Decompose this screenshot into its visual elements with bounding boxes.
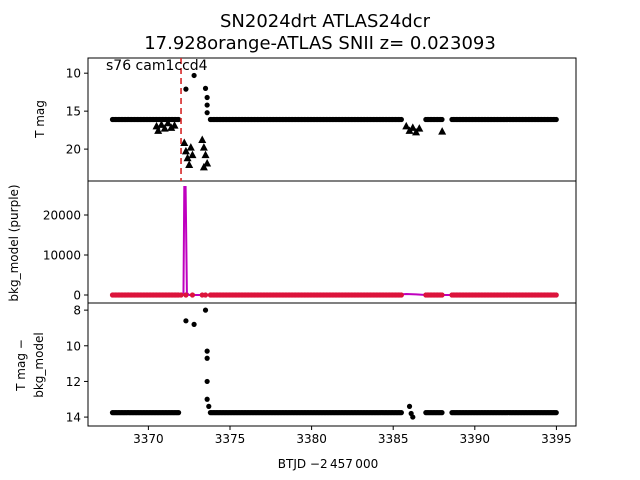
x-tick-label: 3385 (378, 432, 409, 446)
flux-point (183, 292, 189, 298)
data-point (439, 410, 445, 416)
bottom-panel-frame (87, 302, 577, 427)
triangle-point (157, 120, 166, 128)
data-point (206, 403, 212, 409)
triangle-point (198, 135, 207, 143)
chart-title-line2: 17.928orange-ATLAS SNII z= 0.023093 (144, 33, 496, 54)
y-tick-label: 20000 (43, 209, 81, 223)
data-point (204, 355, 210, 361)
data-point (175, 410, 182, 416)
bottom-y-axis-label-line2: bkg_model (32, 332, 46, 398)
data-point (410, 414, 416, 420)
triangle-point (203, 159, 212, 167)
flux-point (178, 292, 184, 298)
y-tick-label: 10 (66, 67, 81, 81)
data-point (439, 116, 445, 123)
triangle-point (402, 121, 411, 130)
y-tick-label: 12 (66, 375, 81, 389)
data-point (398, 116, 404, 123)
x-tick-label: 3395 (541, 432, 572, 446)
middle-y-axis-label: bkg_model (purple) (7, 184, 21, 301)
bottom-y-axis-label-line1: T mag − (14, 339, 28, 392)
sector-camera-annotation: s76 cam1ccd4 (106, 58, 208, 74)
y-tick-label: 0 (73, 289, 81, 303)
flux-point (189, 292, 196, 298)
top-y-axis-label: T mag (33, 100, 47, 139)
data-point (202, 307, 209, 313)
triangle-point (412, 127, 421, 136)
triangle-point (199, 162, 208, 171)
data-point (553, 116, 559, 123)
data-point (202, 85, 209, 91)
triangle-point (160, 124, 169, 132)
triangle-point (181, 146, 190, 155)
triangle-point (408, 123, 417, 131)
triangle-point (186, 143, 195, 151)
triangle-point (180, 138, 189, 147)
triangle-point (438, 127, 447, 135)
triangle-point (185, 160, 194, 169)
data-point (398, 410, 404, 416)
data-point (204, 102, 210, 108)
data-point (175, 116, 182, 123)
data-point (183, 318, 189, 324)
data-point (553, 410, 559, 416)
triangle-point (199, 143, 208, 151)
axes-ticks: 10 15 20 0 10000 20000 8 10 12 14 3370 3375 3380 3385… (43, 67, 572, 446)
triangle-point (183, 153, 192, 162)
data-point (204, 396, 210, 402)
triangle-point (415, 124, 424, 132)
y-tick-label: 10000 (43, 249, 81, 263)
triangle-point (154, 126, 163, 134)
x-tick-label: 3370 (133, 432, 164, 446)
flux-point (398, 292, 404, 298)
y-tick-label: 15 (66, 105, 81, 119)
data-point (183, 86, 189, 92)
triangle-point (170, 121, 179, 129)
x-tick-label: 3380 (296, 432, 327, 446)
flux-point (439, 292, 445, 298)
flux-point (202, 292, 209, 298)
flux-point (553, 292, 559, 298)
x-tick-label: 3390 (460, 432, 491, 446)
data-point (204, 94, 210, 101)
data-point (204, 378, 210, 385)
data-point (191, 72, 197, 79)
middle-panel-marks (109, 186, 559, 298)
y-tick-label: 14 (66, 411, 81, 425)
chart-title-line1: SN2024drt ATLAS24dcr (220, 11, 431, 32)
y-tick-label: 8 (73, 304, 81, 318)
data-point (204, 110, 210, 116)
y-tick-label: 10 (66, 339, 81, 353)
bottom-panel-marks (109, 307, 559, 420)
top-panel-marks (109, 58, 559, 181)
triangle-point (201, 150, 210, 159)
y-tick-label: 20 (66, 143, 81, 157)
triangle-point (167, 123, 176, 131)
triangle-point (188, 150, 197, 159)
x-axis-label: BTJD −2 457 000 (278, 457, 378, 471)
x-tick-label: 3375 (215, 432, 246, 446)
data-point (191, 321, 197, 327)
data-point (406, 403, 413, 409)
triangle-point (163, 118, 172, 127)
data-point (204, 348, 210, 354)
